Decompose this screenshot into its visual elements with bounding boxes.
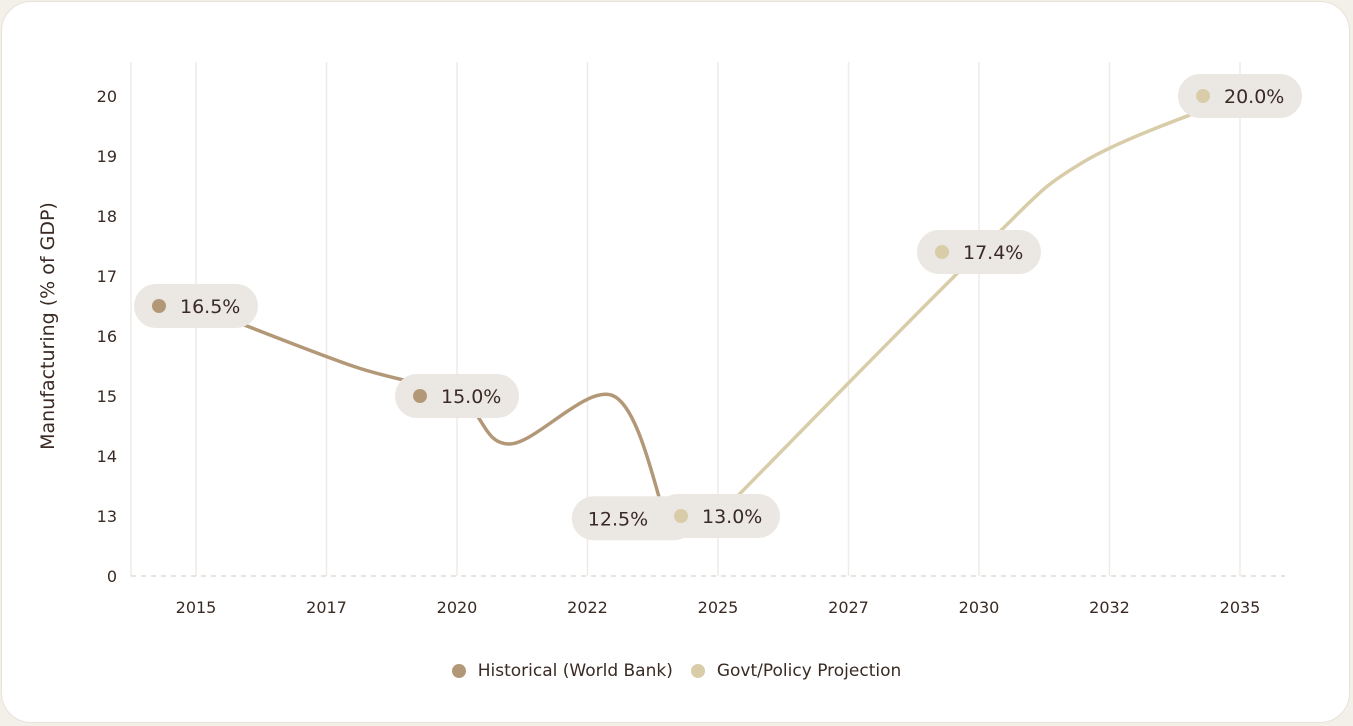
- data-point-marker: [935, 245, 949, 259]
- x-tick-label: 2035: [1220, 598, 1261, 617]
- data-label-badge: 16.5%: [134, 284, 258, 328]
- data-point-marker: [152, 299, 166, 313]
- x-tick-label: 2027: [828, 598, 869, 617]
- data-label: 15.0%: [441, 386, 501, 408]
- data-label: 13.0%: [702, 506, 762, 528]
- badge-background: [395, 374, 519, 418]
- data-label-badge: 13.0%: [656, 494, 780, 538]
- legend-swatch-projection: [690, 664, 705, 678]
- x-tick-label: 2017: [306, 598, 347, 617]
- data-label: 17.4%: [963, 242, 1023, 264]
- legend: Historical (World Bank) Govt/Policy Proj…: [0, 661, 1353, 681]
- badge-background: [134, 284, 258, 328]
- badge-background: [656, 494, 780, 538]
- data-point-marker: [1196, 89, 1210, 103]
- series-line-historical: [194, 304, 668, 521]
- y-tick-label: 20: [97, 87, 117, 106]
- y-tick-label: 0: [107, 567, 117, 586]
- badge-background: [1178, 74, 1302, 118]
- x-tick-label: 2022: [567, 598, 608, 617]
- y-tick-label: 15: [97, 387, 117, 406]
- data-label: 16.5%: [180, 296, 240, 318]
- legend-label-historical: Historical (World Bank): [477, 661, 673, 681]
- legend-swatch-historical: [451, 664, 466, 678]
- x-tick-label: 2032: [1089, 598, 1130, 617]
- x-tick-label: 2020: [437, 598, 478, 617]
- legend-item-projection[interactable]: Govt/Policy Projection: [690, 661, 902, 681]
- data-label-badge: 17.4%: [917, 230, 1041, 274]
- y-tick-label: 13: [97, 507, 117, 526]
- x-tick-label: 2025: [698, 598, 739, 617]
- y-tick-label: 17: [97, 267, 117, 286]
- x-tick-label: 2030: [959, 598, 1000, 617]
- data-point-marker: [674, 509, 688, 523]
- y-tick-label: 19: [97, 147, 117, 166]
- series-line-projection: [716, 94, 1242, 518]
- data-point-marker: [413, 389, 427, 403]
- y-tick-label: 14: [97, 447, 117, 466]
- data-label: 20.0%: [1224, 86, 1284, 108]
- data-label-badge: 15.0%: [395, 374, 519, 418]
- data-label-badge: 20.0%: [1178, 74, 1302, 118]
- badge-background: [917, 230, 1041, 274]
- legend-item-historical[interactable]: Historical (World Bank): [451, 661, 673, 681]
- x-tick-label: 2015: [176, 598, 217, 617]
- y-tick-label: 18: [97, 207, 117, 226]
- y-tick-label: 16: [97, 327, 117, 346]
- y-axis-label: Manufacturing (% of GDP): [37, 202, 59, 450]
- data-label: 12.5%: [588, 508, 648, 530]
- legend-label-projection: Govt/Policy Projection: [716, 661, 902, 681]
